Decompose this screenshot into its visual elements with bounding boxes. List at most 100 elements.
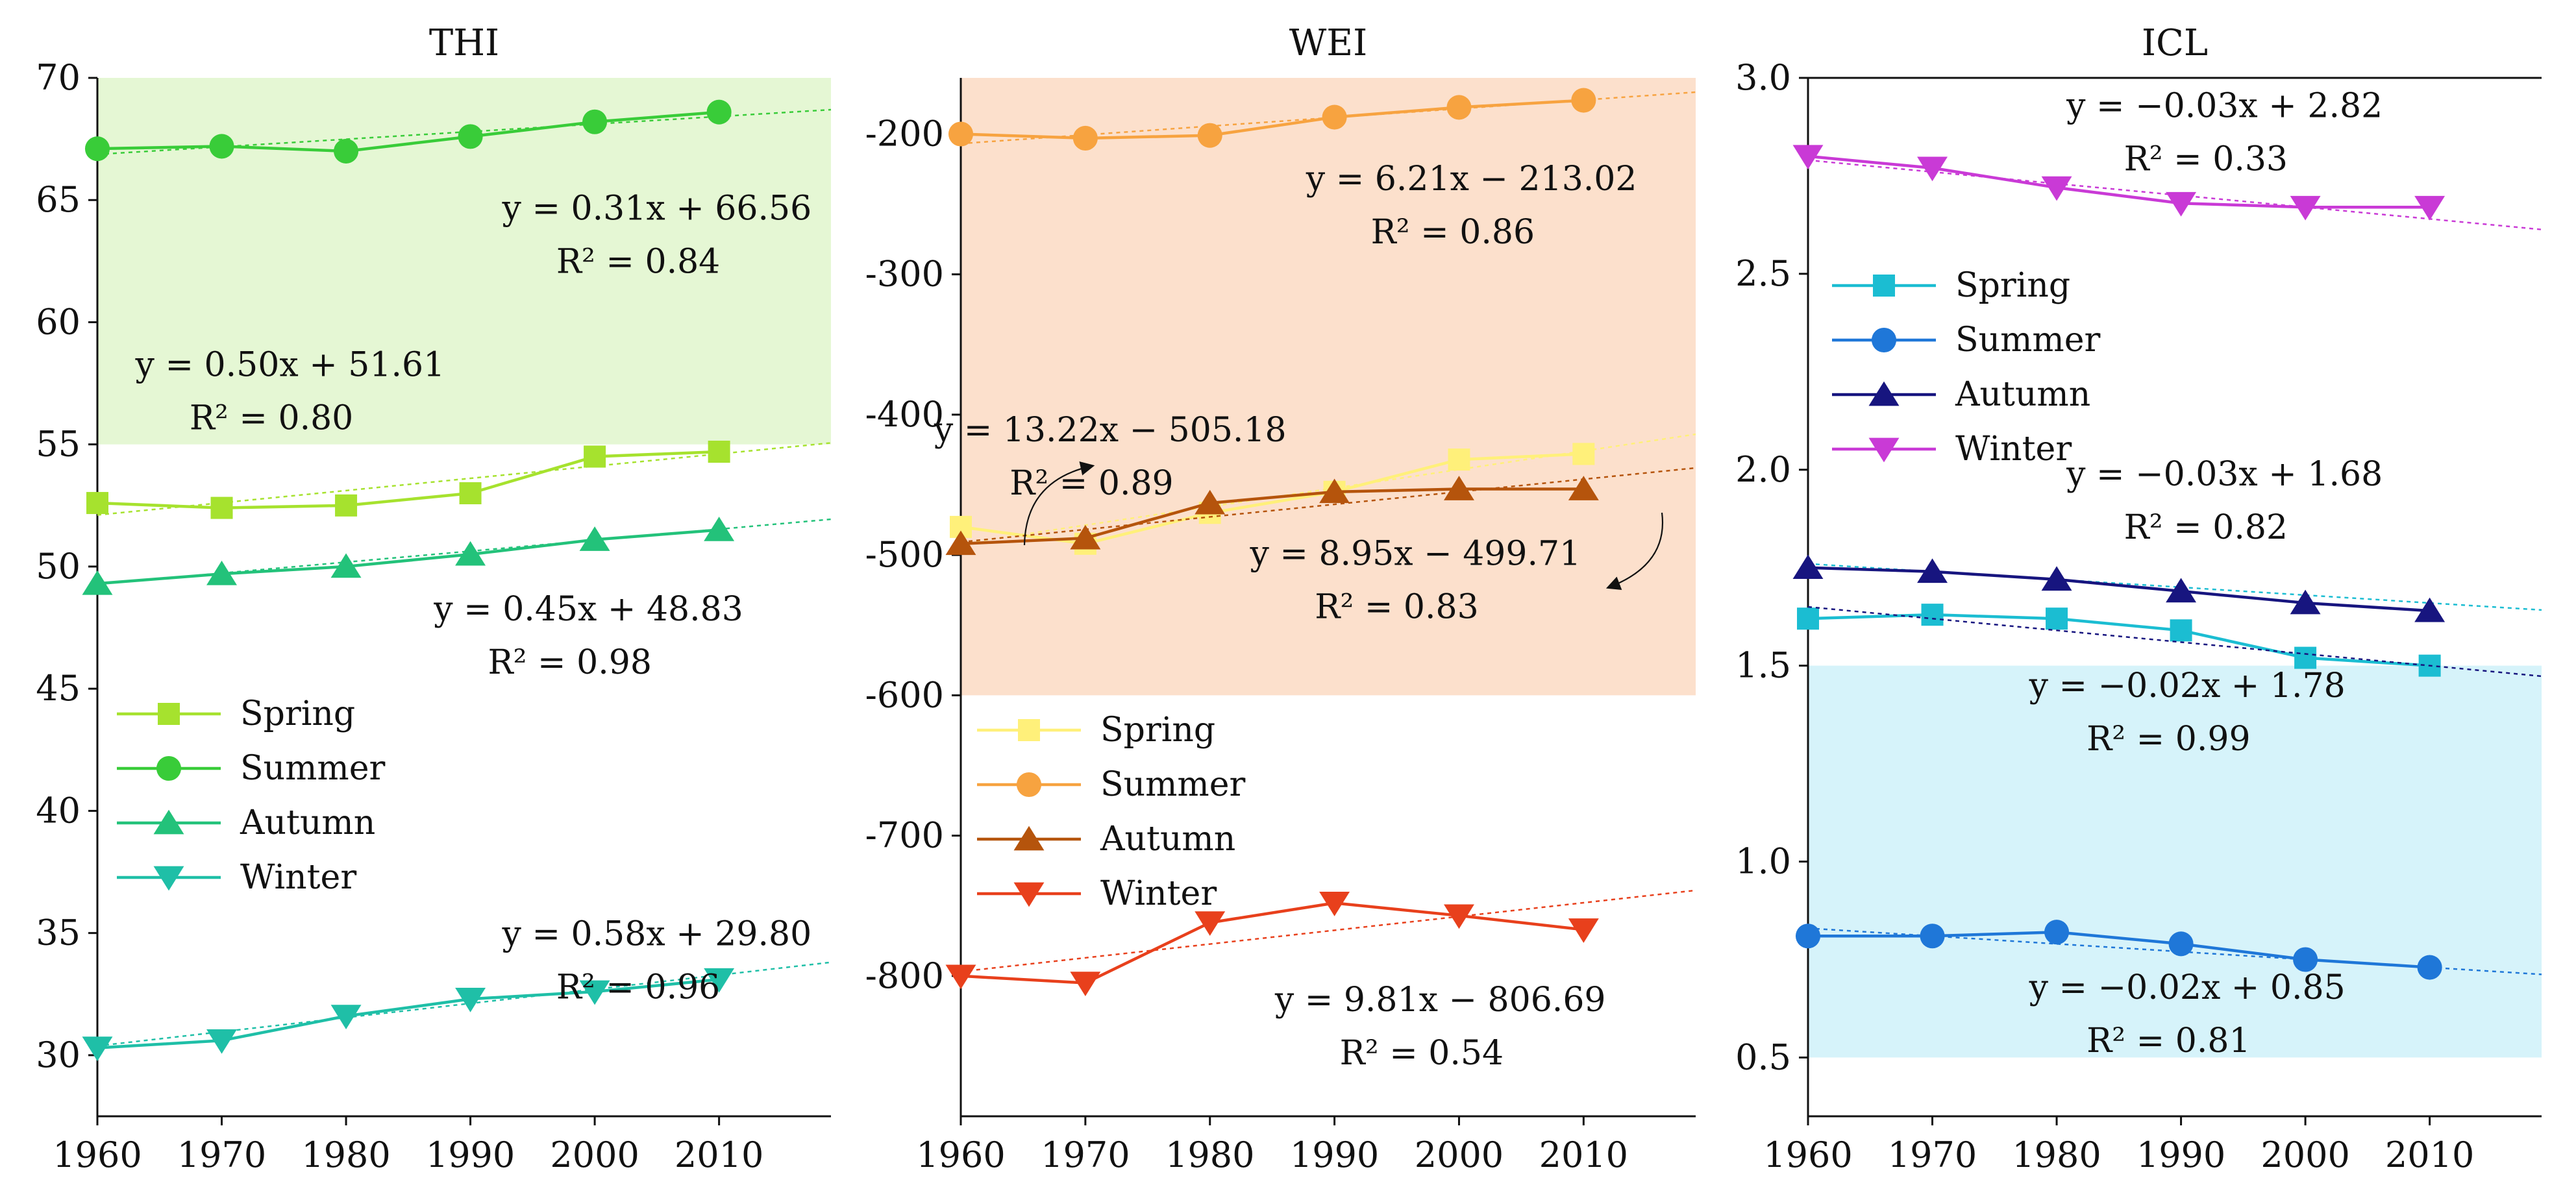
thi-point-summer	[334, 138, 359, 164]
wei-point-winter	[1319, 892, 1350, 916]
wei-title: WEI	[1289, 22, 1368, 64]
thi-point-winter	[206, 1029, 237, 1054]
wei-point-summer	[1197, 123, 1222, 148]
wei-x-tick-label: 1970	[1041, 1134, 1130, 1175]
thi-point-spring	[459, 482, 482, 504]
wei-legend-marker-autumn	[1013, 826, 1045, 851]
thi-legend-marker-summer	[156, 755, 182, 781]
wei-line-winter	[960, 901, 1584, 985]
wei-x-tick-label: 2010	[1539, 1134, 1628, 1175]
thi-point-spring	[86, 492, 108, 515]
wei-legend-marker-spring	[1018, 719, 1040, 741]
thi-point-summer	[582, 109, 608, 134]
icl-point-spring	[2046, 607, 2068, 630]
icl-x-tick-label: 1970	[1888, 1134, 1977, 1175]
thi-line-autumn	[97, 528, 719, 585]
thi-legend-label-winter: Winter	[240, 858, 356, 897]
icl-point-autumn	[2166, 578, 2197, 603]
thi-legend-marker-spring	[158, 703, 180, 725]
wei-x-tick-label: 1960	[916, 1134, 1005, 1175]
wei-r-squared: R² = 0.54	[1340, 1034, 1504, 1073]
icl-line-autumn	[1807, 566, 2430, 613]
wei-point-autumn	[1070, 524, 1101, 550]
icl-point-winter	[2041, 176, 2072, 201]
wei-series-winter	[945, 889, 1696, 996]
icl-legend-marker-spring	[1873, 275, 1895, 297]
thi-legend-marker-autumn	[153, 809, 184, 835]
icl-y-tick-label: 2.0	[1735, 449, 1791, 490]
thi-trendline-winter	[97, 961, 832, 1047]
thi-trend-equation: y = 0.50x + 51.61	[135, 345, 445, 384]
icl-line-summer	[1808, 930, 2430, 969]
wei-trendline-winter	[960, 889, 1696, 973]
wei-line-spring	[960, 452, 1584, 546]
icl-point-winter	[2166, 191, 2197, 217]
thi-point-summer	[84, 136, 110, 162]
wei-trend-equation: y = 6.21x − 213.02	[1306, 160, 1637, 199]
icl-y-tick-label: 1.5	[1735, 645, 1791, 686]
wei-legend-label-winter: Winter	[1100, 874, 1217, 913]
icl-trend-equation: y = −0.02x + 0.85	[2029, 968, 2346, 1007]
thi-line-spring	[97, 450, 719, 509]
icl-legend-marker-winter	[1868, 437, 1900, 463]
icl-point-summer	[2044, 920, 2070, 945]
icl-series-winter	[1792, 145, 2542, 230]
wei-point-winter	[1070, 972, 1101, 996]
wei-y-tick-label: -800	[865, 955, 944, 996]
wei-point-autumn	[1195, 489, 1226, 515]
icl-x-tick-label: 1960	[1763, 1134, 1852, 1175]
thi-x-tick-label: 1970	[177, 1134, 266, 1175]
thi-r-squared: R² = 0.80	[190, 398, 353, 437]
wei-legend: Spring Summer Autumn Winter	[977, 711, 1246, 913]
icl-r-squared: R² = 0.82	[2124, 508, 2288, 547]
icl-legend-marker-autumn	[1868, 381, 1900, 406]
icl-line-spring	[1807, 613, 2430, 667]
icl-shaded-zone-0	[1808, 665, 2542, 1058]
thi-point-autumn	[579, 526, 610, 551]
wei-y-tick-label: -500	[865, 534, 944, 575]
icl-y-tick-label: 1.0	[1735, 841, 1791, 882]
wei-legend-label-autumn: Autumn	[1100, 820, 1235, 859]
wei-point-spring	[1448, 448, 1470, 471]
icl-point-winter	[1792, 145, 1824, 170]
thi-point-autumn	[330, 553, 362, 578]
icl-x-tick-label: 1980	[2012, 1134, 2101, 1175]
thi-line-winter	[97, 977, 719, 1049]
icl-point-spring	[1921, 604, 1944, 626]
icl-legend-marker-summer	[1871, 327, 1897, 353]
wei-y-tick-label: -700	[865, 815, 944, 856]
thi-y-tick-label: 45	[36, 668, 80, 709]
wei-legend-label-spring: Spring	[1100, 711, 1215, 750]
wei-line-autumn	[960, 487, 1584, 546]
wei-trend-equation: y = 13.22x − 505.18	[934, 411, 1287, 450]
thi-legend-label-summer: Summer	[240, 749, 386, 788]
thi-legend-marker-winter	[153, 866, 184, 891]
thi-point-summer	[209, 134, 234, 159]
thi-y-tick-label: 70	[36, 57, 80, 98]
thi-legend: Spring Summer Autumn Winter	[117, 694, 386, 897]
icl-point-spring	[2170, 619, 2192, 642]
icl-r-squared: R² = 0.33	[2124, 140, 2288, 178]
icl-y-tick-label: 2.5	[1735, 253, 1791, 294]
wei-y-tick-label: -300	[865, 254, 944, 295]
icl-legend-label-summer: Summer	[1955, 321, 2101, 360]
thi-legend-label-spring: Spring	[240, 694, 355, 733]
thi-x-tick-label: 1990	[426, 1134, 515, 1175]
thi-x-tick-label: 1980	[301, 1134, 390, 1175]
wei-point-autumn	[1443, 476, 1474, 500]
icl-point-winter	[2414, 195, 2446, 221]
thi-line-summer	[97, 110, 719, 153]
thi-series-autumn	[82, 517, 832, 595]
thi-y-tick-label: 65	[36, 179, 80, 220]
thi-y-tick-label: 30	[36, 1035, 80, 1075]
thi-series-summer	[84, 99, 832, 164]
icl-trend-equation: y = −0.03x + 1.68	[2066, 455, 2383, 494]
wei-y-tick-label: -600	[865, 674, 944, 715]
wei-panel: WEI -200 -300 -400 -500 -600 -700 -800 1960 1970 1…	[865, 22, 1696, 1175]
icl-point-spring	[1797, 607, 1819, 630]
wei-point-summer	[1322, 104, 1347, 130]
wei-point-summer	[1446, 95, 1472, 120]
wei-r-squared: R² = 0.83	[1315, 587, 1478, 626]
wei-trend-equation: y = 9.81x − 806.69	[1274, 981, 1606, 1020]
icl-legend-label-winter: Winter	[1955, 430, 2072, 469]
